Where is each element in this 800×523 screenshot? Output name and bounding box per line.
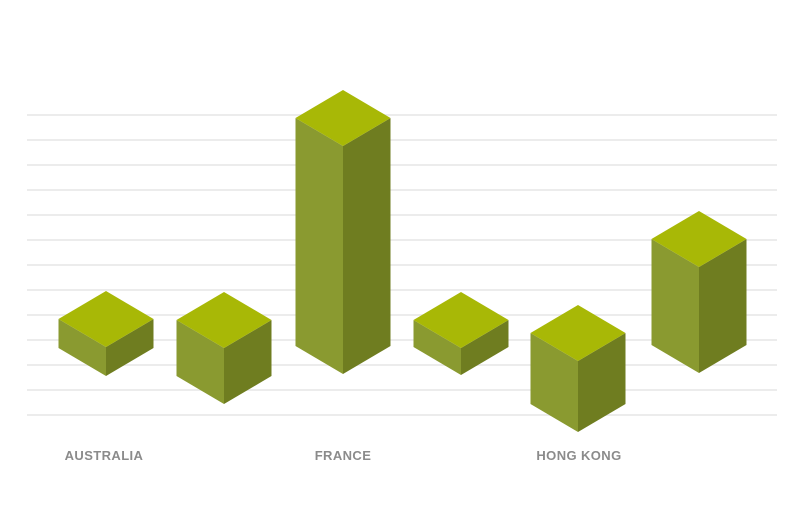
bar-france [413, 292, 509, 375]
bar-top-face [295, 90, 391, 146]
bar-france [295, 90, 391, 374]
category-label-hong-kong: HONG KONG [536, 448, 622, 463]
bar-hong-kong [651, 211, 747, 373]
category-label-france: FRANCE [314, 448, 372, 463]
bar-left-face [58, 319, 106, 376]
bar-right-face [578, 333, 626, 432]
bar-top-face [413, 292, 509, 348]
bar-right-face [343, 118, 391, 374]
bar-left-face [651, 239, 699, 373]
bar-right-face [106, 319, 154, 376]
bar-hong-kong [530, 305, 626, 432]
bar-top-face [58, 291, 154, 347]
bar-top-face [530, 305, 626, 361]
bar-right-face [461, 320, 509, 375]
bar-right-face [699, 239, 747, 373]
bar-left-face [530, 333, 578, 432]
bar-australia [58, 291, 154, 376]
bar-top-face [651, 211, 747, 267]
bar-left-face [295, 118, 343, 374]
bar-left-face [413, 320, 461, 375]
bar-top-face [176, 292, 272, 348]
bar-australia [176, 292, 272, 404]
category-label-australia: AUSTRALIA [64, 448, 144, 463]
